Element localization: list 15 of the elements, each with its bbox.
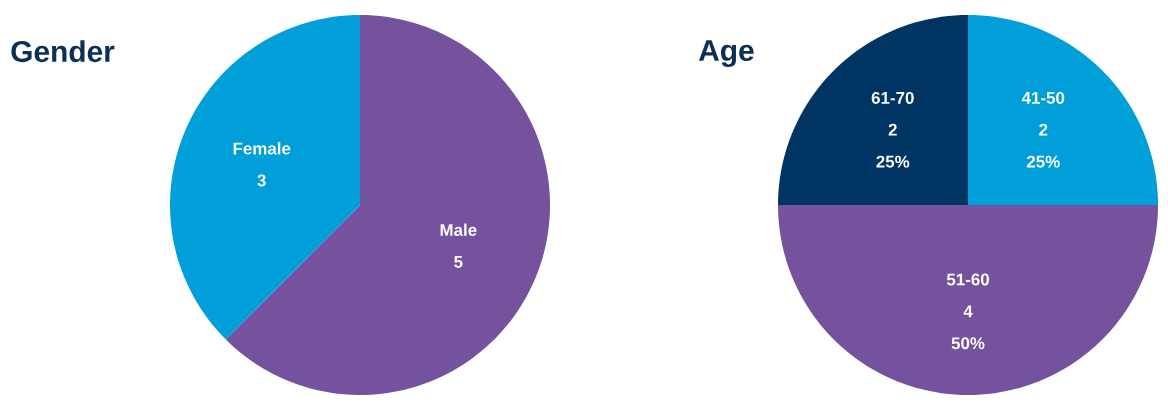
- slice-label: Male: [440, 223, 477, 236]
- data-label: 3: [257, 174, 266, 187]
- text: 2: [888, 123, 897, 136]
- data-label: 25%: [1026, 155, 1060, 168]
- text: Age: [698, 40, 754, 68]
- data-label: 25%: [876, 155, 910, 168]
- text: 2: [1039, 123, 1048, 136]
- slice-label: 51-60: [946, 273, 989, 286]
- slice-label: Female: [233, 142, 291, 155]
- data-label: 50%: [951, 337, 985, 350]
- slice-label: 61-70: [871, 91, 914, 104]
- text: Gender: [11, 40, 115, 63]
- data-label: 5: [454, 256, 463, 268]
- text: 4: [963, 305, 973, 318]
- slice-label: 41-50: [1021, 91, 1065, 104]
